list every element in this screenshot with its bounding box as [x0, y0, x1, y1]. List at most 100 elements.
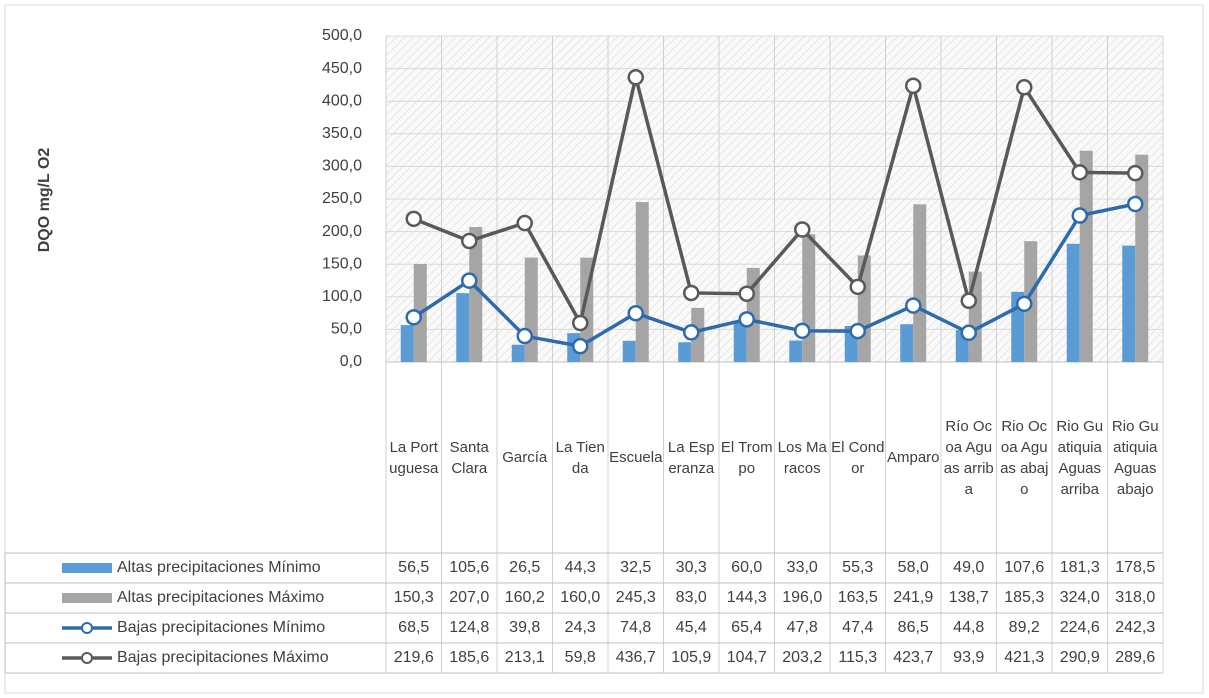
bar — [857, 255, 871, 362]
marker — [683, 284, 700, 302]
legend-key — [62, 593, 112, 603]
y-tick-label: 300,0 — [322, 158, 362, 175]
category-cell: Rio Ocoa Aguas abajo — [1000, 417, 1049, 498]
bar — [456, 293, 470, 362]
table-value: 65,4 — [731, 619, 762, 636]
table-value: 104,7 — [727, 649, 767, 666]
category-label: García — [502, 449, 548, 466]
marker — [905, 77, 922, 94]
table-value: 60,0 — [731, 559, 762, 576]
bar — [789, 340, 803, 362]
table-value: 436,7 — [616, 649, 656, 666]
table-value: 89,2 — [1009, 619, 1040, 636]
category-cell: Los Maracos — [777, 438, 827, 477]
category-label: La Portuguesa — [389, 438, 439, 477]
bar — [733, 322, 747, 362]
legend-label: Altas precipitaciones Máximo — [117, 589, 324, 606]
category-cell: Río Ocoa Aguas arriba — [943, 417, 994, 498]
table-value: 33,0 — [787, 559, 818, 576]
table-value: 47,8 — [787, 619, 818, 636]
bar — [469, 227, 483, 362]
marker — [516, 327, 533, 345]
marker — [1071, 207, 1088, 224]
category-label: El Condor — [831, 438, 885, 477]
marker — [960, 324, 977, 342]
table-value: 44,8 — [953, 619, 984, 636]
table-value: 45,4 — [676, 619, 707, 636]
marker — [627, 69, 644, 86]
legend-key-marker — [81, 622, 93, 634]
table-value: 93,9 — [953, 649, 984, 666]
category-label: El Trompo — [720, 438, 773, 477]
table-value: 105,9 — [671, 649, 711, 666]
table-value: 32,5 — [620, 559, 651, 576]
marker — [905, 297, 922, 314]
table-value: 49,0 — [953, 559, 984, 576]
table-value: 44,3 — [565, 559, 596, 576]
table-value: 83,0 — [676, 589, 707, 606]
bar — [1066, 243, 1080, 362]
category-label: La Esperanza — [667, 438, 715, 477]
marker — [1016, 79, 1033, 96]
category-cell: Amparo — [886, 449, 940, 466]
marker — [1016, 295, 1033, 313]
bar — [511, 344, 525, 362]
category-label: Santa Clara — [449, 438, 489, 477]
table-value: 160,2 — [505, 589, 545, 606]
category-label: Los Maracos — [777, 438, 827, 477]
category-cell: Escuela — [609, 449, 663, 466]
marker — [794, 322, 811, 340]
table-value: 59,8 — [565, 649, 596, 666]
table-value: 150,3 — [394, 589, 434, 606]
category-cell: Rio Guatiquia Aguas abajo — [1111, 417, 1159, 498]
marker — [1127, 164, 1144, 182]
table-value: 290,9 — [1060, 649, 1100, 666]
table-value: 26,5 — [509, 559, 540, 576]
table-value: 289,6 — [1115, 649, 1155, 666]
category-cell: La Portuguesa — [389, 438, 439, 477]
marker — [405, 309, 422, 326]
bar — [622, 340, 636, 362]
table-value: 163,5 — [838, 589, 878, 606]
table-value: 203,2 — [782, 649, 822, 666]
bar — [802, 234, 816, 362]
marker — [738, 285, 755, 302]
category-label: Rio Ocoa Aguas abajo — [1000, 417, 1049, 498]
category-label: Escuela — [609, 449, 663, 466]
category-label: Rio Guatiquia Aguas abajo — [1111, 417, 1159, 498]
table-value: 74,8 — [620, 619, 651, 636]
marker — [849, 278, 866, 296]
y-tick-label: 350,0 — [322, 125, 362, 142]
bar — [1122, 245, 1136, 362]
legend-key — [62, 563, 112, 573]
category-cell: La Tienda — [555, 438, 605, 477]
table-value: 55,3 — [842, 559, 873, 576]
y-tick-label: 0,0 — [340, 353, 362, 370]
category-cell: García — [502, 449, 548, 466]
table-value: 224,6 — [1060, 619, 1100, 636]
marker — [794, 221, 811, 238]
marker — [405, 210, 422, 228]
table-value: 181,3 — [1060, 559, 1100, 576]
table-value: 207,0 — [449, 589, 489, 606]
marker — [516, 214, 533, 232]
category-label: Río Ocoa Aguas arriba — [943, 417, 994, 498]
line — [412, 202, 1136, 348]
category-cell: El Trompo — [720, 438, 773, 477]
table-value: 213,1 — [505, 649, 545, 666]
category-label: La Tienda — [555, 438, 605, 477]
marker — [1127, 195, 1144, 213]
category-label: Rio Guatiquia Aguas arriba — [1056, 417, 1104, 498]
category-label: Amparo — [886, 449, 940, 466]
table-value: 68,5 — [398, 619, 429, 636]
table-value: 219,6 — [394, 649, 434, 666]
table-value: 56,5 — [398, 559, 429, 576]
category-cell: Rio Guatiquia Aguas arriba — [1056, 417, 1104, 498]
table-value: 115,3 — [838, 649, 877, 666]
table-value: 245,3 — [616, 589, 656, 606]
table-value: 124,8 — [449, 619, 489, 636]
legend-label: Bajas precipitaciones Máximo — [117, 649, 329, 666]
line — [413, 76, 1136, 328]
marker — [960, 292, 977, 310]
